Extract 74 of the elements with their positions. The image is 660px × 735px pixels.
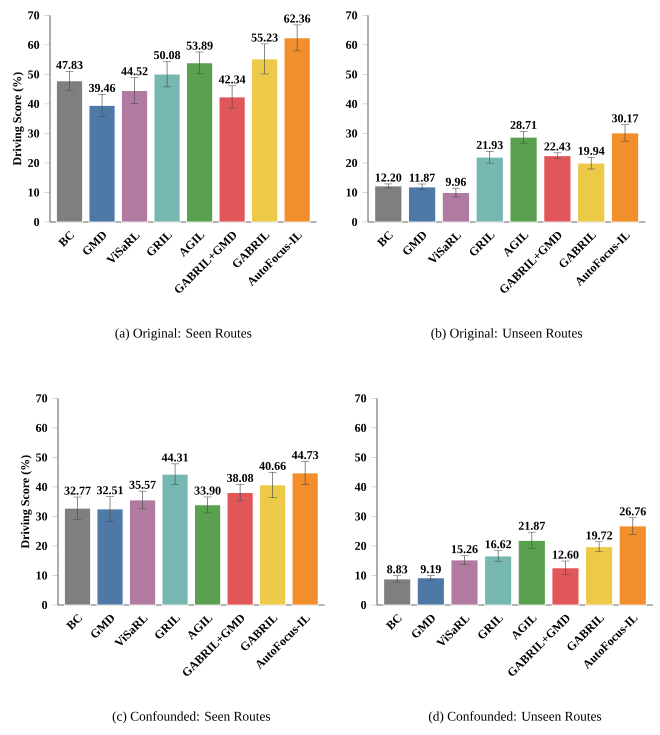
data-label: 21.93 (476, 140, 503, 150)
y-tick-label: 40 (354, 482, 366, 491)
data-label: 38.08 (227, 474, 254, 482)
data-label: 9.96 (446, 178, 466, 186)
y-tick-label: 60 (355, 424, 366, 432)
data-label: 19.94 (578, 146, 604, 155)
data-label: 42.34 (218, 75, 246, 84)
data-label: 32.77 (64, 486, 91, 495)
y-tick-label: 50 (36, 453, 48, 462)
y-tick-label: 50 (355, 453, 366, 462)
y-tick-label: 70 (346, 11, 358, 20)
y-tick-label: 20 (355, 542, 366, 550)
data-label: 44.73 (292, 451, 318, 460)
y-tick-label: 50 (28, 70, 40, 78)
data-label: 30.17 (612, 114, 638, 122)
y-tick-label: 0 (361, 600, 366, 610)
y-tick-label: 70 (36, 394, 48, 402)
y-tick-label: 70 (355, 394, 366, 402)
data-label: 33.90 (194, 486, 221, 495)
data-label: 12.60 (552, 550, 579, 559)
y-tick-label: 40 (346, 100, 358, 108)
y-tick-label: 30 (355, 512, 366, 520)
y-tick-label: 20 (346, 158, 358, 168)
y-axis-title: Driving Score (%) (20, 455, 32, 548)
x-tick-label: BC (376, 230, 393, 248)
data-label: 44.31 (162, 453, 188, 462)
y-tick-label: 10 (356, 571, 366, 580)
y-tick-label: 10 (36, 571, 48, 580)
y-tick-label: 70 (28, 11, 40, 20)
data-label: 32.51 (96, 486, 123, 494)
data-label: 39.46 (88, 84, 116, 92)
y-tick-label: 30 (346, 129, 358, 138)
x-tick-label: BC (58, 230, 74, 248)
y-tick-label: 30 (36, 512, 48, 520)
y-tick-label: 60 (346, 40, 358, 49)
data-label: 35.57 (130, 480, 156, 489)
text: (a) Original: Seen Routes (115, 328, 252, 340)
y-tick-label: 0 (42, 600, 48, 610)
y-tick-label: 60 (28, 40, 40, 49)
data-label: 26.76 (620, 507, 646, 516)
y-tick-label: 50 (346, 70, 358, 78)
data-label: 47.83 (56, 60, 83, 70)
data-label: 28.71 (510, 120, 536, 130)
data-label: 21.87 (518, 522, 546, 530)
text: (d) Confounded: Unseen Routes (428, 711, 602, 724)
data-label: 50.08 (154, 51, 180, 60)
y-tick-label: 40 (36, 482, 48, 491)
data-label: 16.62 (486, 540, 512, 548)
data-label: 22.43 (544, 142, 570, 151)
x-tick-label: BC (66, 614, 82, 630)
y-tick-label: 10 (346, 188, 358, 197)
data-label: 9.19 (420, 565, 441, 574)
data-label: 15.26 (452, 545, 478, 554)
data-label: 12.20 (376, 173, 402, 182)
data-label: 11.87 (410, 174, 435, 182)
data-label: 40.66 (259, 462, 286, 470)
y-tick-label: 0 (34, 218, 40, 226)
y-tick-label: 10 (28, 188, 40, 197)
y-tick-label: 60 (36, 424, 48, 432)
y-tick-label: 30 (28, 129, 40, 138)
y-tick-label: 20 (36, 542, 48, 550)
text: (b) Original: Unseen Routes (431, 328, 582, 340)
x-tick-label: BC (386, 614, 402, 630)
text: (c) Confounded: Seen Routes (112, 711, 270, 724)
y-tick-label: 40 (28, 100, 40, 108)
data-label: 62.36 (284, 14, 310, 23)
y-tick-label: 0 (352, 218, 358, 226)
data-label: 19.72 (586, 531, 612, 540)
data-label: 55.23 (252, 34, 278, 42)
y-tick-label: 20 (28, 158, 40, 168)
data-label: 44.52 (121, 67, 148, 76)
data-label: 53.89 (186, 42, 213, 50)
data-label: 8.83 (387, 565, 408, 574)
y-axis-title: Driving Score (%) (12, 72, 24, 166)
